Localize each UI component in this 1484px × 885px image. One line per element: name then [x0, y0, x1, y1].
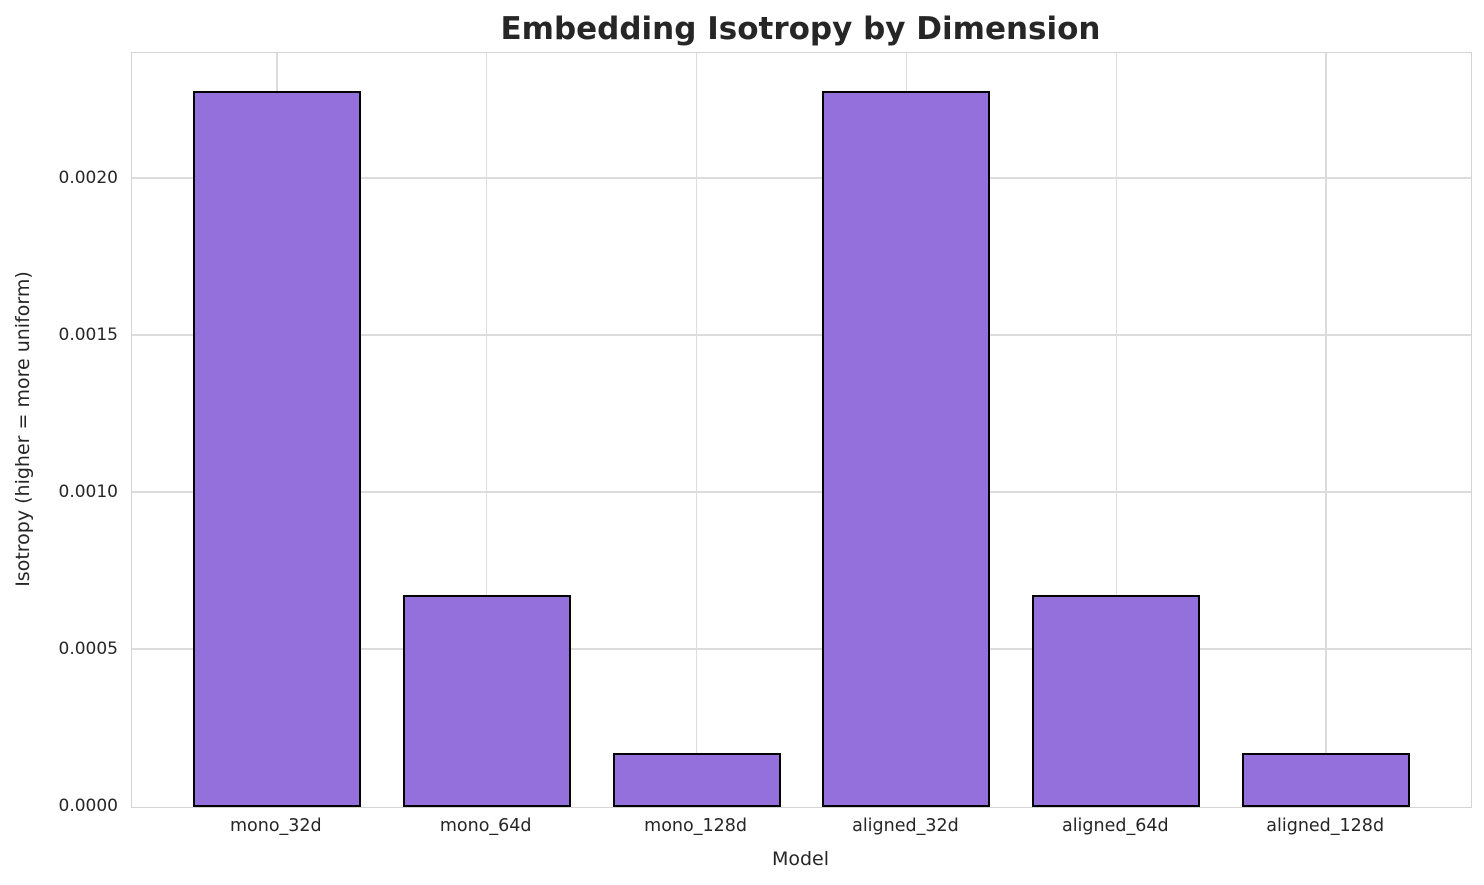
vertical-gridline	[695, 53, 698, 807]
y-tick-label: 0.0000	[58, 796, 118, 816]
x-tick-label: aligned_32d	[852, 816, 959, 836]
bar-aligned_32d	[822, 90, 991, 807]
horizontal-gridline	[132, 177, 1471, 179]
horizontal-gridline	[132, 648, 1471, 650]
x-tick-label: mono_32d	[229, 816, 322, 836]
x-tick-label: aligned_128d	[1266, 816, 1385, 836]
bar-aligned_64d	[1032, 594, 1201, 807]
vertical-gridline	[1115, 53, 1118, 807]
y-tick-label: 0.0015	[58, 324, 118, 345]
x-tick-label: mono_128d	[644, 816, 747, 836]
y-tick-label: 0.0005	[58, 638, 118, 659]
x-axis-label: Model	[771, 848, 830, 870]
bar-mono_32d	[192, 90, 361, 807]
y-axis-label: Isotropy (higher = more uniform)	[12, 271, 34, 587]
y-tick-label: 0.0020	[58, 167, 118, 188]
y-tick-label: 0.0010	[58, 481, 118, 502]
bar-aligned_128d	[1242, 752, 1411, 807]
bar-mono_128d	[612, 752, 781, 807]
vertical-gridline	[485, 53, 488, 807]
plot-area	[131, 52, 1472, 808]
horizontal-gridline	[132, 491, 1471, 493]
horizontal-gridline	[132, 334, 1471, 336]
bar-mono_64d	[402, 594, 571, 807]
vertical-gridline	[1325, 53, 1327, 807]
x-tick-label: aligned_64d	[1061, 816, 1169, 836]
x-tick-label: mono_64d	[439, 816, 532, 836]
chart-title: Embedding Isotropy by Dimension	[500, 11, 1101, 47]
